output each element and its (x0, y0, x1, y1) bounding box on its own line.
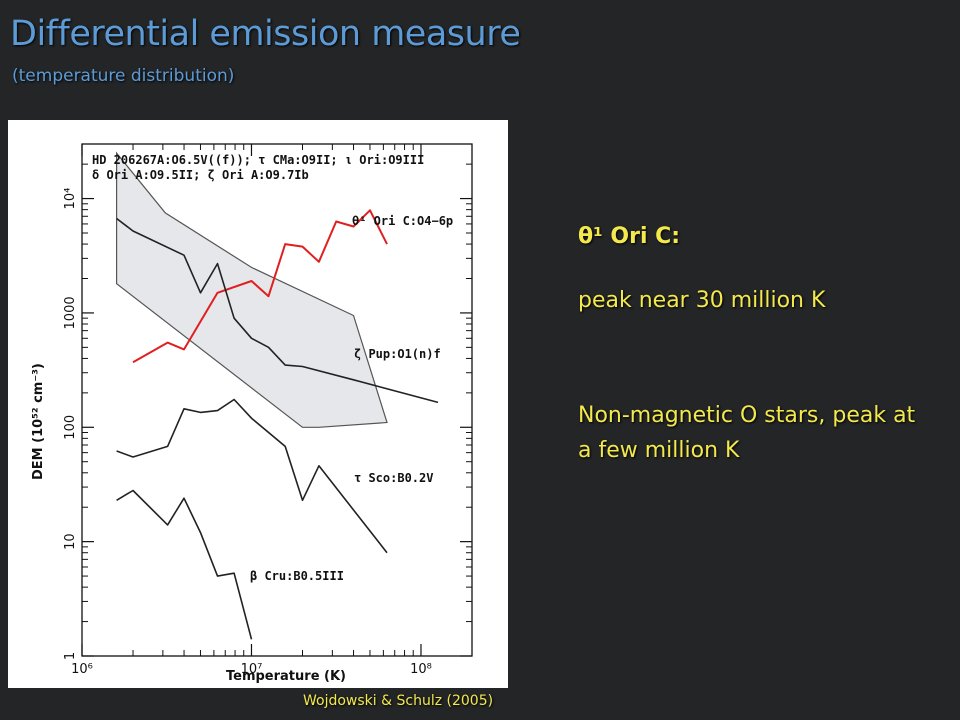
series-label-tau-sco: τ Sco:B0.2V (354, 471, 433, 485)
y-axis-label: DEM (10⁵² cm⁻³) (31, 363, 46, 480)
note-heading: θ¹ Ori C: (578, 224, 681, 249)
series-label-theta1-ori-c: θ¹ Ori C:O4−6p (352, 214, 453, 228)
note-nonmagnetic: Non-magnetic O stars, peak at a few mill… (578, 403, 916, 463)
dem-figure: 10⁶ 10⁷ 10⁸ 1 10 100 1000 10⁴ HD 206267A:O6.5V(… (8, 120, 508, 688)
y-tick-label: 1 (63, 652, 78, 660)
x-axis-label: Temperature (K) (226, 669, 346, 684)
series-line-1 (116, 217, 439, 404)
series-line-0 (132, 209, 388, 364)
credit: Wojdowski & Schulz (2005) (303, 693, 494, 709)
dem-chart: 10⁶ 10⁷ 10⁸ 1 10 100 1000 10⁴ HD 206267A:O6.5V(… (31, 143, 473, 684)
x-tick-label: 10⁸ (410, 662, 432, 677)
y-tick-label: 100 (63, 415, 78, 440)
slide-subtitle: (temperature distribution) (12, 66, 235, 86)
x-tick-label: 10⁷ (241, 662, 263, 677)
slide-title: Differential emission measure (10, 14, 521, 54)
plot-frame (81, 143, 473, 657)
y-tick-label: 10 (63, 533, 78, 550)
legend-line-1: HD 206267A:O6.5V((f)); τ CMa:O9II; ι Ori… (92, 153, 424, 167)
y-tick-label: 1000 (63, 296, 78, 329)
series-line-3 (116, 489, 253, 640)
y-tick-label: 10⁴ (63, 188, 78, 210)
series-label-beta-cru: β Cru:B0.5III (250, 569, 344, 583)
x-tick-label: 10⁶ (71, 662, 93, 677)
o-star-band (115, 151, 388, 428)
series-line-2 (116, 398, 388, 554)
legend-line-2: δ Ori A:O9.5II; ζ Ori A:O9.7Ib (92, 168, 309, 182)
series-label-zeta-pup: ζ Pup:O1(n)f (354, 347, 441, 361)
note-peak: peak near 30 million K (578, 288, 826, 313)
